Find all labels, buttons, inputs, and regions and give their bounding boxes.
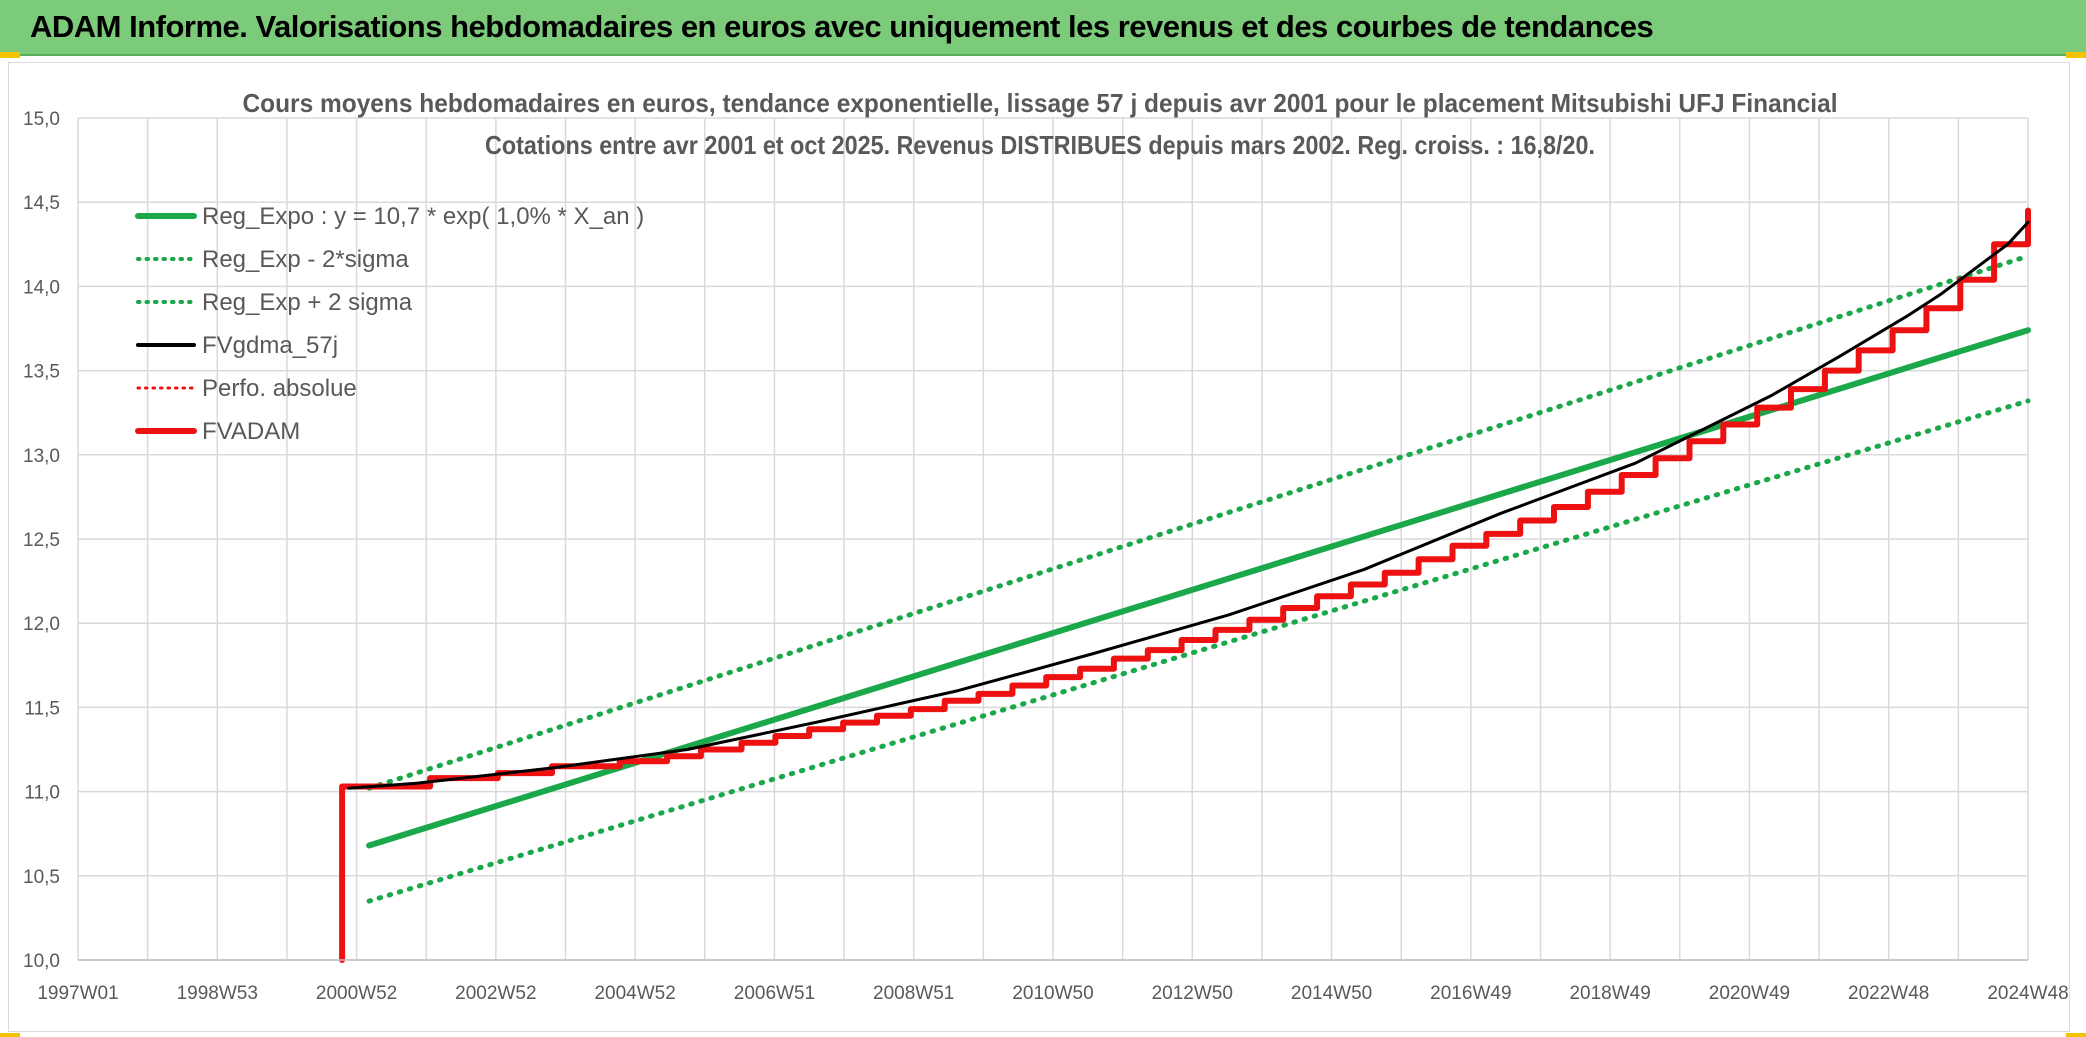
chart-series (339, 207, 2031, 963)
corner-mark (2066, 1033, 2086, 1037)
legend-label-fvadam: FVADAM (202, 418, 300, 445)
x-tick-label: 1997W01 (37, 983, 118, 1004)
y-tick-label: 14,5 (23, 193, 60, 214)
chart-panel (8, 62, 2070, 1032)
chart-subtitle: Cotations entre avr 2001 et oct 2025. Re… (485, 130, 1595, 160)
series-reg-plus-2sigma (366, 253, 2031, 791)
legend-label-perfo: Perfo. absolue (202, 375, 357, 402)
series-reg-minus-2sigma (366, 398, 2031, 904)
x-tick-label: 2006W51 (734, 983, 815, 1004)
legend-label-reg_plus: Reg_Exp + 2 sigma (202, 289, 413, 316)
x-tick-label: 2012W50 (1152, 983, 1233, 1004)
x-tick-label: 2022W48 (1848, 983, 1929, 1004)
chart-axes: 10,0 10,5 11,0 11,5 12,0 12,5 13,0 13,5 14,0 14,5… (23, 109, 2069, 1004)
y-tick-label: 10,0 (23, 951, 60, 972)
x-tick-label: 2018W49 (1569, 983, 1650, 1004)
y-tick-label: 12,5 (23, 530, 60, 551)
x-tick-label: 2008W51 (873, 983, 954, 1004)
series-fvgdma-57j (347, 220, 2030, 790)
legend-label-fvgdma: FVgdma_57j (202, 332, 338, 359)
corner-mark (0, 1033, 20, 1037)
x-tick-label: 2010W50 (1012, 983, 1093, 1004)
y-tick-label: 11,0 (24, 783, 60, 804)
y-tick-label: 13,0 (23, 446, 60, 467)
series-fvadam (339, 207, 2031, 963)
x-tick-label: 2002W52 (455, 983, 536, 1004)
chart-legend: Reg_Expo : y = 10,7 * exp( 1,0% * X_an )… (135, 203, 644, 445)
x-tick-label: 2000W52 (316, 983, 397, 1004)
y-tick-label: 15,0 (23, 109, 60, 130)
x-tick-label: 2014W50 (1291, 983, 1372, 1004)
legend-label-reg_minus: Reg_Exp - 2*sigma (202, 246, 409, 273)
y-tick-label: 12,0 (23, 614, 60, 635)
y-tick-label: 13,5 (23, 362, 60, 383)
y-tick-label: 11,5 (24, 698, 60, 719)
report-header: ADAM Informe. Valorisations hebdomadaire… (0, 0, 2086, 56)
chart-grid (77, 117, 2029, 961)
report-title: ADAM Informe. Valorisations hebdomadaire… (30, 9, 1654, 44)
x-tick-label: 2016W49 (1430, 983, 1511, 1004)
chart-title: Cours moyens hebdomadaires en euros, ten… (243, 88, 1838, 118)
x-tick-label: 1998W53 (177, 983, 258, 1004)
corner-mark (2066, 52, 2086, 58)
legend-label-reg_expo: Reg_Expo : y = 10,7 * exp( 1,0% * X_an ) (202, 203, 644, 230)
x-tick-label: 2004W52 (594, 983, 675, 1004)
x-tick-label: 2024W48 (1987, 983, 2068, 1004)
y-tick-label: 10,5 (23, 867, 60, 888)
y-tick-label: 14,0 (23, 277, 60, 298)
corner-mark (0, 52, 20, 58)
x-tick-label: 2020W49 (1709, 983, 1790, 1004)
